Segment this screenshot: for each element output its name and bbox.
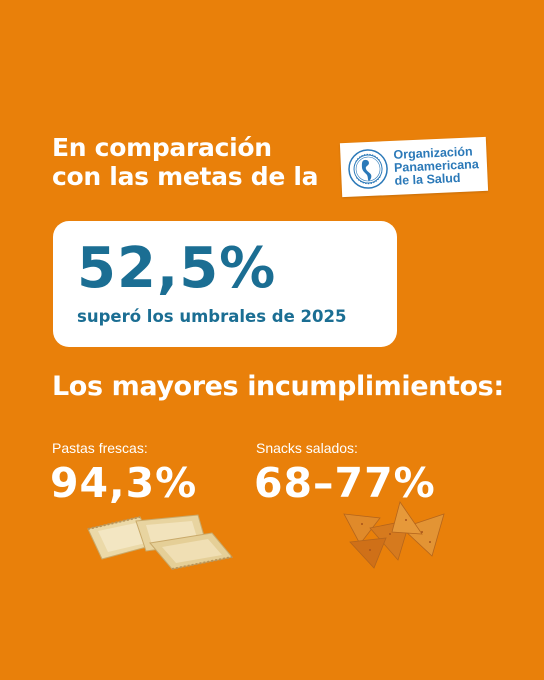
highlight-card: 52,5% superó los umbrales de 2025 [53, 221, 397, 347]
ops-logo-badge: Organización Panamericana de la Salud [339, 136, 489, 198]
highlight-value: 52,5% [77, 236, 277, 301]
section-title: Los mayores incumplimientos: [52, 371, 504, 402]
intro-heading: En comparación con las metas de la [52, 133, 319, 191]
ops-globe-logo-icon [348, 149, 388, 189]
ops-logo-line-3: de la Salud [394, 170, 461, 188]
ravioli-image [87, 514, 233, 570]
item-value-pastas: 94,3% [50, 459, 198, 507]
item-label-pastas: Pastas frescas: [52, 440, 148, 456]
intro-line-1: En comparación [52, 133, 272, 162]
item-label-snacks: Snacks salados: [256, 440, 358, 456]
nachos-image [343, 501, 445, 569]
ops-logo-text: Organización Panamericana de la Salud [393, 144, 479, 188]
highlight-caption: superó los umbrales de 2025 [77, 307, 347, 326]
intro-line-2: con las metas de la [52, 162, 319, 191]
item-value-snacks: 68–77% [254, 459, 436, 507]
